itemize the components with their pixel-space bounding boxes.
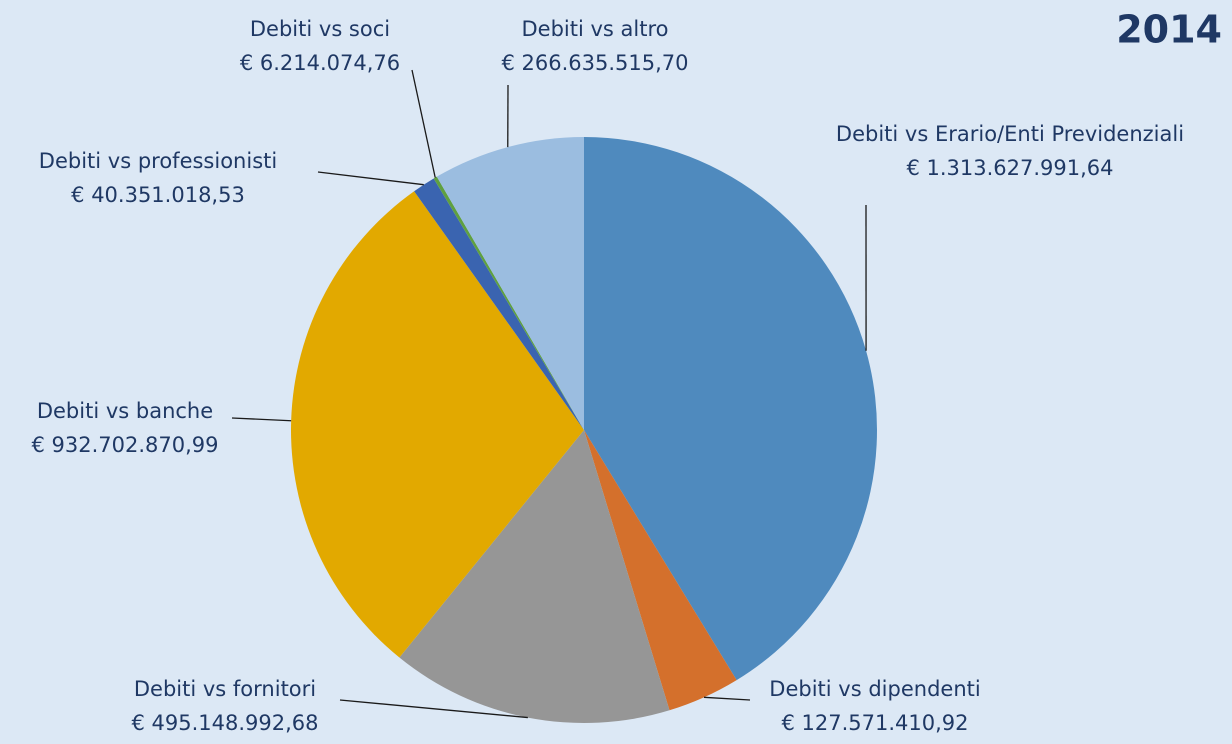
slice-label: Debiti vs fornitori (134, 677, 316, 701)
slice-label: Debiti vs altro (522, 17, 669, 41)
leader-line (317, 171, 424, 186)
leader-line (339, 699, 528, 719)
slice-label: Debiti vs Erario/Enti Previdenziali (836, 122, 1184, 146)
slice-value-label: € 127.571.410,92 (781, 711, 968, 735)
slice-value-label: € 932.702.870,99 (31, 433, 218, 457)
pie-slice (584, 137, 877, 681)
leader-line (231, 417, 292, 422)
slice-value-label: € 266.635.515,70 (501, 51, 688, 75)
slice-value-label: € 6.214.074,76 (240, 51, 400, 75)
slice-label: Debiti vs professionisti (39, 149, 277, 173)
slice-label: Debiti vs dipendenti (769, 677, 980, 701)
pie-slice (291, 191, 584, 658)
pie-slice (433, 176, 584, 430)
slice-value-label: € 40.351.018,53 (71, 183, 245, 207)
leader-line (411, 69, 436, 178)
pie-slice (399, 430, 670, 723)
slice-value-label: € 495.148.992,68 (131, 711, 318, 735)
pie-slice (414, 178, 584, 430)
slice-label: Debiti vs banche (37, 399, 213, 423)
leader-line (703, 696, 751, 701)
chart-title: 2014 (1116, 8, 1222, 52)
slice-value-label: € 1.313.627.991,64 (906, 156, 1113, 180)
pie-slice (584, 430, 737, 711)
slice-label: Debiti vs soci (250, 17, 390, 41)
pie-slice (436, 137, 584, 430)
